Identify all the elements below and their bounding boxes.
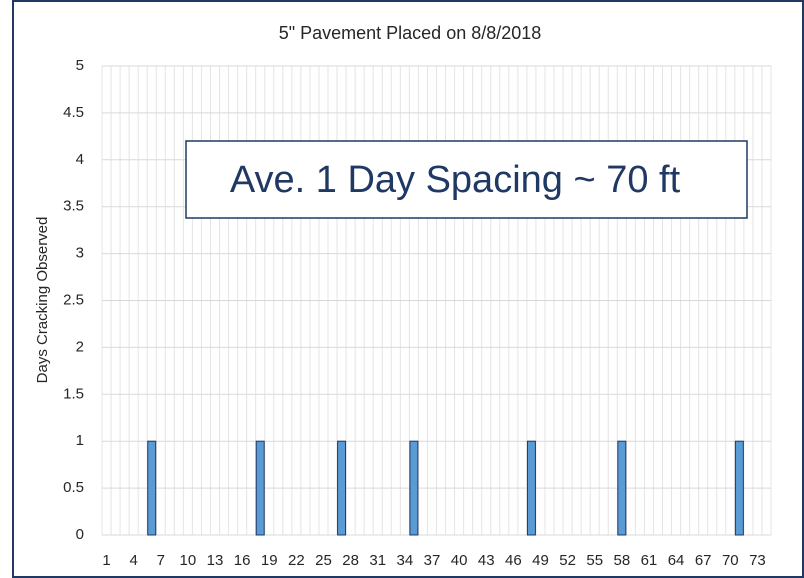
x-tick-label: 55 bbox=[586, 552, 603, 569]
x-tick-label: 67 bbox=[695, 552, 712, 569]
x-tick-label: 13 bbox=[207, 552, 224, 569]
y-tick-label: 4 bbox=[76, 151, 84, 168]
x-tick-label: 52 bbox=[559, 552, 576, 569]
bar bbox=[617, 440, 627, 536]
bar bbox=[409, 440, 419, 536]
x-tick-label: 49 bbox=[532, 552, 549, 569]
y-axis-label: Days Cracking Observed bbox=[34, 217, 51, 384]
bar bbox=[147, 440, 157, 536]
y-tick-label: 4.5 bbox=[63, 104, 84, 121]
x-tick-label: 61 bbox=[641, 552, 658, 569]
annotation-box bbox=[185, 140, 748, 219]
x-tick-label: 4 bbox=[129, 552, 137, 569]
y-tick-label: 2.5 bbox=[63, 291, 84, 308]
x-tick-label: 43 bbox=[478, 552, 495, 569]
y-tick-label: 5 bbox=[76, 57, 84, 74]
annotation: Ave. 1 Day Spacing ~ 70 ft bbox=[230, 159, 681, 201]
x-tick-label: 58 bbox=[613, 552, 630, 569]
x-tick-label: 73 bbox=[749, 552, 766, 569]
x-tick-label: 10 bbox=[180, 552, 197, 569]
x-tick-label: 28 bbox=[342, 552, 359, 569]
x-tick-label: 34 bbox=[397, 552, 414, 569]
x-tick-label: 1 bbox=[102, 552, 110, 569]
y-tick-label: 1.5 bbox=[63, 385, 84, 402]
y-tick-label: 0.5 bbox=[63, 479, 84, 496]
x-tick-label: 46 bbox=[505, 552, 522, 569]
x-tick-label: 16 bbox=[234, 552, 251, 569]
frame bbox=[12, 0, 804, 578]
x-tick-label: 7 bbox=[157, 552, 165, 569]
y-tick-label: 1 bbox=[76, 432, 84, 449]
x-tick-label: 31 bbox=[369, 552, 386, 569]
x-tick-label: 19 bbox=[261, 552, 278, 569]
y-tick-label: 3.5 bbox=[63, 198, 84, 215]
bar bbox=[526, 440, 536, 536]
plot: 0 0.5 1 1.5 2 2.5 3 3.5 4 4.5 5 1 4 7 10 13 16 19 22 25 28 31… bbox=[63, 57, 772, 569]
bar bbox=[734, 440, 744, 536]
x-tick-label: 70 bbox=[722, 552, 739, 569]
y-tick-label: 2 bbox=[76, 338, 84, 355]
x-tick-label: 64 bbox=[668, 552, 685, 569]
bar bbox=[255, 440, 265, 536]
bar bbox=[337, 440, 347, 536]
y-tick-label: 3 bbox=[76, 245, 84, 262]
x-tick-label: 40 bbox=[451, 552, 468, 569]
x-tick-label: 22 bbox=[288, 552, 305, 569]
y-tick-label: 0 bbox=[76, 526, 84, 543]
x-tick-label: 37 bbox=[424, 552, 441, 569]
x-tick-label: 25 bbox=[315, 552, 332, 569]
chart-title: 5" Pavement Placed on 8/8/2018 bbox=[279, 23, 542, 43]
